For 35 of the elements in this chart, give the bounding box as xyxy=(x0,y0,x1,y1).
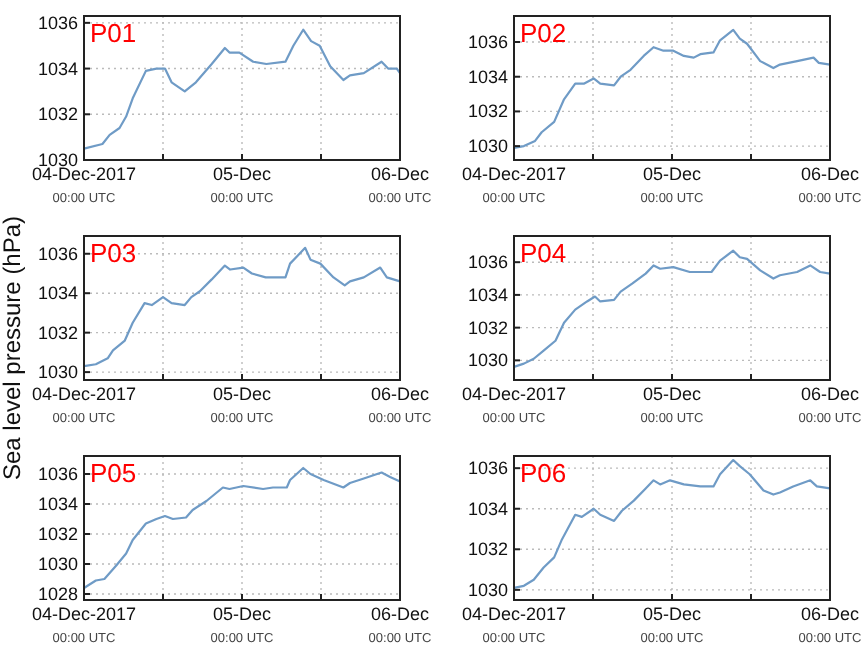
y-tick-label: 1036 xyxy=(467,32,508,53)
y-tick-label: 1032 xyxy=(467,317,508,338)
chart-title: P06 xyxy=(520,458,567,488)
y-tick-label: 1032 xyxy=(37,104,78,125)
y-tick-label: 1028 xyxy=(37,584,78,604)
chart-title: P01 xyxy=(90,18,137,48)
y-tick-label: 1036 xyxy=(467,458,508,479)
line-series xyxy=(512,458,832,589)
chart-title: P04 xyxy=(520,238,567,268)
y-tick-label: 1032 xyxy=(467,101,508,122)
y-tick-label: 1032 xyxy=(467,539,508,560)
line-series xyxy=(82,466,402,590)
chart-title: P02 xyxy=(520,18,567,48)
y-tick-label: 1032 xyxy=(37,524,78,544)
y-tick-label: 1036 xyxy=(467,252,508,273)
y-tick-label: 1030 xyxy=(37,150,78,170)
y-tick-label: 1034 xyxy=(467,66,508,87)
y-tick-label: 1034 xyxy=(467,284,508,305)
y-tick-label: 1034 xyxy=(37,494,78,514)
y-axis-title: Sea level pressure (hPa) xyxy=(0,215,26,481)
y-tick-label: 1036 xyxy=(37,464,78,484)
y-tick-label: 1036 xyxy=(37,12,78,33)
y-tick-label: 1030 xyxy=(37,554,78,574)
y-tick-label: 1034 xyxy=(467,498,508,519)
y-tick-label: 1030 xyxy=(467,350,508,371)
y-tick-label: 1032 xyxy=(37,322,78,343)
y-tick-label: 1030 xyxy=(467,136,508,157)
chart-title: P03 xyxy=(90,238,137,268)
line-series xyxy=(82,246,402,368)
chart-title: P05 xyxy=(90,458,137,488)
y-tick-label: 1034 xyxy=(37,58,78,79)
y-tick-label: 1034 xyxy=(37,283,78,304)
y-tick-label: 1030 xyxy=(467,579,508,600)
y-tick-label: 1036 xyxy=(37,243,78,264)
y-tick-label: 1030 xyxy=(37,362,78,383)
